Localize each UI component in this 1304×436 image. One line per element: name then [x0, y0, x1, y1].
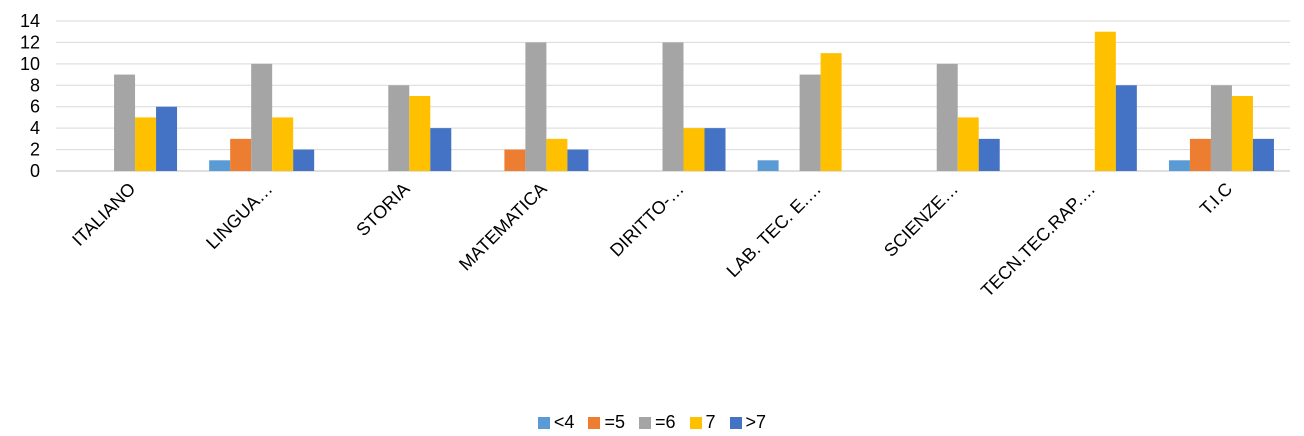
x-tick-label: ITALIANO — [68, 179, 139, 250]
legend-item: >7 — [729, 412, 767, 433]
y-tick-label: 8 — [30, 75, 40, 95]
bar — [704, 128, 726, 171]
bar — [114, 74, 136, 171]
legend-label: >7 — [745, 412, 767, 432]
bar — [683, 128, 705, 171]
bar — [272, 117, 294, 171]
bar — [957, 117, 979, 171]
legend-label: =5 — [604, 412, 625, 432]
bar — [293, 149, 315, 171]
x-tick-label: T.I.C — [1196, 179, 1236, 219]
bar — [525, 42, 547, 171]
bar — [409, 96, 431, 171]
y-tick-label: 14 — [20, 11, 40, 31]
bar — [1115, 85, 1137, 171]
y-tick-label: 0 — [30, 161, 40, 181]
bars — [114, 31, 1274, 172]
bar — [1189, 138, 1211, 171]
y-tick-label: 10 — [20, 54, 40, 74]
bar — [504, 149, 526, 171]
legend-swatch — [638, 416, 651, 429]
y-tick-label: 6 — [30, 97, 40, 117]
y-tick-label: 4 — [30, 118, 40, 138]
bar — [662, 42, 684, 171]
bar — [156, 106, 178, 171]
legend-item: <4 — [537, 412, 575, 433]
x-tick-label: SCIENZE… — [880, 179, 962, 261]
bar — [430, 128, 452, 171]
bar — [1094, 31, 1116, 172]
legend-label: <4 — [553, 412, 575, 432]
bar — [820, 53, 842, 172]
bar — [1231, 96, 1253, 171]
x-tick-label: LINGUA… — [202, 179, 276, 253]
bar — [1168, 160, 1190, 171]
bar — [230, 138, 252, 171]
legend-swatch — [537, 416, 550, 429]
x-axis: ITALIANO LINGUA… STORIA MATEMATICA DIRITTO-…… — [68, 179, 1236, 301]
legend-item: =6 — [638, 412, 676, 433]
bar — [388, 85, 410, 171]
bar — [546, 138, 568, 171]
x-tick-label: LAB. TEC. E.… — [723, 179, 825, 281]
y-tick-label: 12 — [20, 32, 40, 52]
legend: <4 =5 =6 7 >7 — [0, 412, 1304, 433]
bar — [799, 74, 821, 171]
y-tick-label: 2 — [30, 140, 40, 160]
x-tick-label: TECN.TEC.RAP.… — [977, 179, 1099, 301]
legend-swatch — [729, 416, 742, 429]
bar — [135, 117, 157, 171]
legend-label: 7 — [705, 412, 716, 432]
legend-label: =6 — [654, 412, 676, 432]
bar — [209, 160, 231, 171]
bar — [978, 138, 1000, 171]
legend-swatch — [689, 416, 702, 429]
x-tick-label: DIRITTO-… — [606, 179, 688, 261]
legend-swatch — [588, 416, 601, 429]
x-tick-label: STORIA — [352, 179, 413, 240]
bar — [567, 149, 589, 171]
bar — [251, 63, 273, 171]
bar — [1210, 85, 1232, 171]
x-tick-label: MATEMATICA — [455, 179, 551, 275]
legend-item: 7 — [689, 412, 716, 433]
bar — [757, 160, 779, 171]
bar — [936, 63, 958, 171]
bar — [1252, 138, 1274, 171]
legend-item: =5 — [588, 412, 625, 433]
